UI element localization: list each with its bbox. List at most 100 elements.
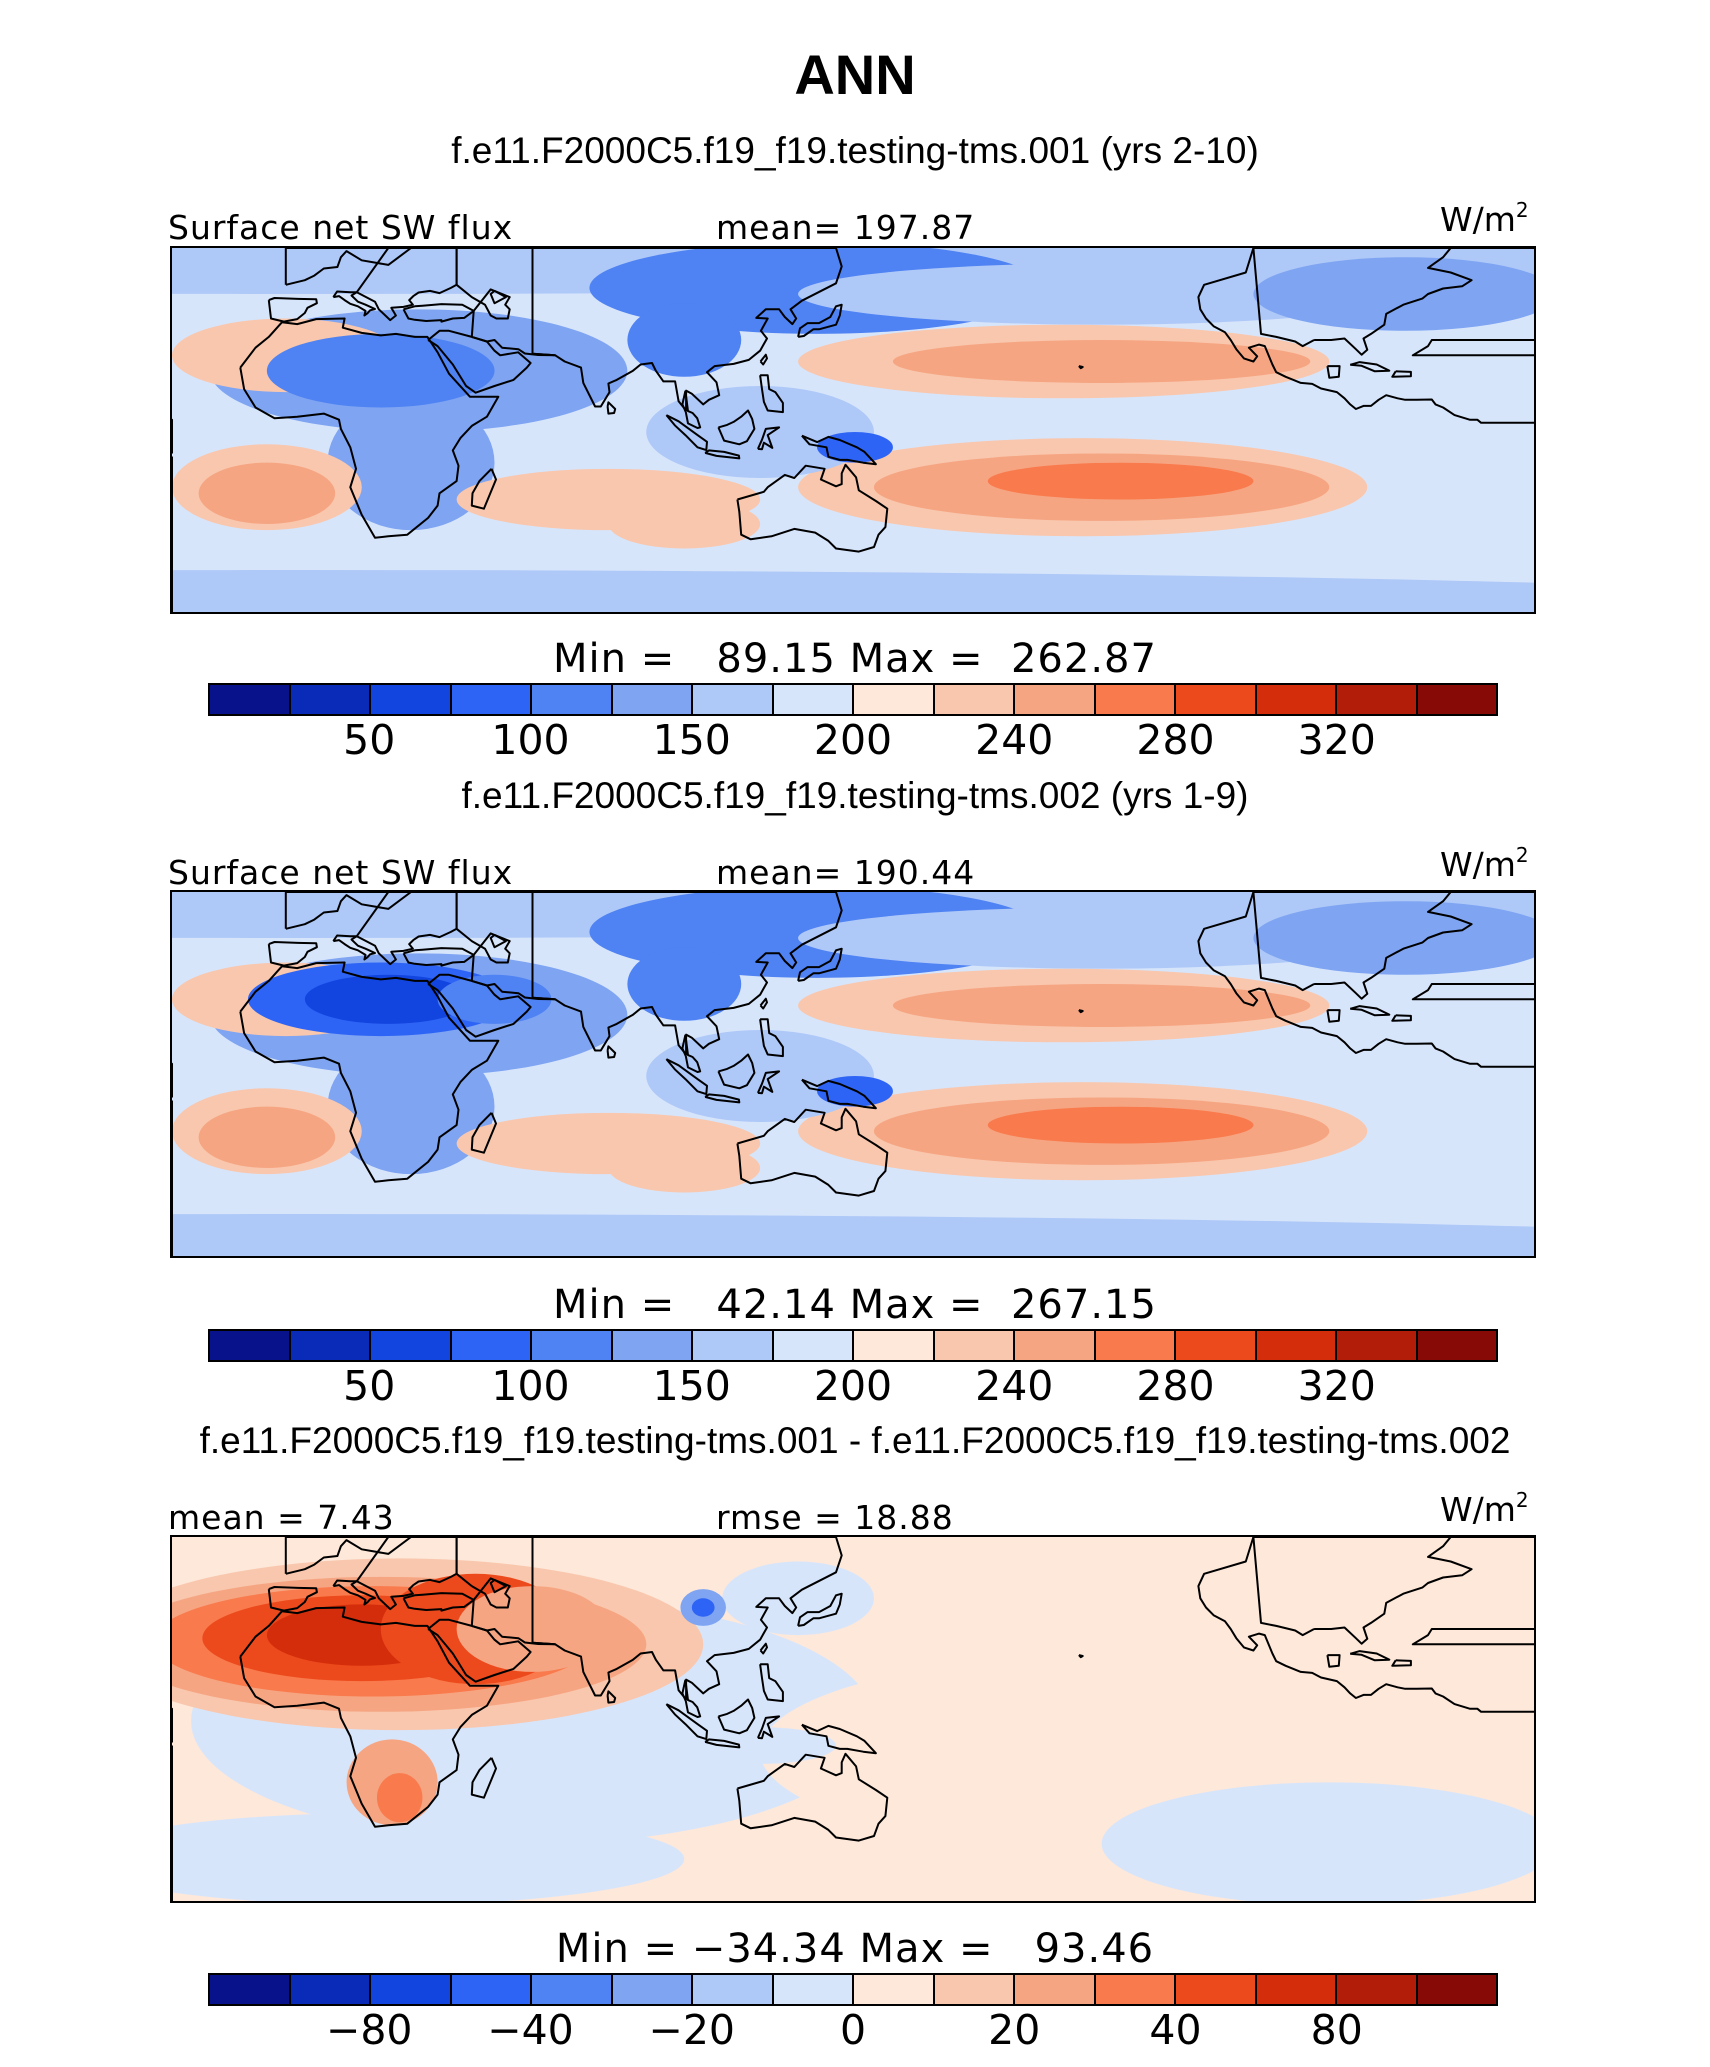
coastline-java — [704, 1738, 741, 1749]
field-contour — [304, 974, 472, 1024]
colorbar-swatch — [532, 685, 613, 714]
coastline-newguinea — [801, 434, 877, 466]
coastline-africa — [239, 317, 500, 539]
panel-2-subtitle: f.e11.F2000C5.f19_f19.testing-tms.002 (y… — [461, 775, 1249, 816]
field-contour — [798, 263, 1406, 325]
coastline-northamerica — [1197, 248, 1534, 424]
colorbar-swatch — [693, 685, 774, 714]
field-contour — [266, 333, 495, 408]
panel-3-minmax: Min = −34.34 Max = 93.46 — [555, 1926, 1155, 1972]
colorbar-swatch — [693, 1331, 774, 1360]
colorbar-swatch — [1337, 685, 1418, 714]
coastline-spain — [267, 941, 318, 967]
field-contour — [892, 340, 1311, 383]
colorbar-tick-label: 20 — [988, 2006, 1041, 2054]
field-contour — [608, 1143, 761, 1193]
colorbar-swatch — [612, 1975, 693, 2004]
panel-2-colorbar — [208, 1329, 1498, 1362]
colorbar-swatch — [1337, 1975, 1418, 2004]
coastline-hawaii — [1078, 365, 1084, 370]
field-contour — [646, 386, 874, 478]
colorbar-swatch — [210, 685, 291, 714]
coastline-sulawesi — [756, 1070, 781, 1095]
coastline-europe — [284, 248, 412, 286]
colorbar-tick-label: 200 — [813, 1362, 893, 1410]
colorbar-swatch — [934, 1975, 1015, 2004]
colorbar-swatch — [1176, 1975, 1257, 2004]
panel-2-map — [170, 890, 1536, 1258]
colorbar-tick-label: 150 — [652, 1362, 731, 1410]
colorbar-tick-label: 100 — [491, 1362, 570, 1410]
field-contour — [775, 1662, 821, 1688]
field-contour — [327, 1039, 495, 1175]
coastline-hawaii — [1078, 1009, 1084, 1014]
colorbar-swatch — [1015, 1331, 1096, 1360]
colorbar-tick-label: 200 — [813, 716, 893, 764]
colorbar-swatch — [1256, 1331, 1337, 1360]
colorbar-tick-label: 50 — [343, 716, 396, 764]
colorbar-swatch — [1417, 685, 1496, 714]
panel-2-units: W/m2 — [1440, 843, 1529, 884]
coastline-europe — [284, 1537, 412, 1575]
figure-title: ANN — [794, 43, 916, 106]
colorbar-tick-label: 240 — [975, 716, 1054, 764]
panel-1-colorbar — [208, 683, 1498, 716]
colorbar-swatch — [532, 1331, 613, 1360]
coastline-sulawesi — [756, 426, 781, 451]
coastline-japan — [797, 947, 843, 982]
colorbar-swatch — [612, 1331, 693, 1360]
panel-3-subtitle: f.e11.F2000C5.f19_f19.testing-tms.001 - … — [199, 1420, 1511, 1461]
coastline-sumatra — [665, 1703, 708, 1741]
coastline-java — [704, 449, 741, 460]
coastline-borneo — [717, 1698, 756, 1735]
coastline-madagascar — [470, 1112, 497, 1154]
coastline-caspian_island — [489, 290, 507, 305]
colorbar-tick-label: 240 — [975, 1362, 1054, 1410]
coastline-italy — [332, 1579, 376, 1606]
colorbar-swatch — [1095, 1975, 1176, 2004]
field-contour — [1253, 257, 1534, 331]
colorbar-tick-label: 50 — [343, 1362, 396, 1410]
field-contour — [892, 984, 1311, 1027]
coastline-srilanka — [606, 401, 617, 415]
colorbar-swatch — [854, 685, 935, 714]
coastline-malaysia — [681, 1679, 702, 1718]
colorbar-swatch — [290, 685, 371, 714]
colorbar-tick-label: 100 — [491, 716, 570, 764]
colorbar-swatch — [1095, 685, 1176, 714]
coastline-cuba — [1349, 1650, 1391, 1662]
coastline-hawaii — [1078, 1654, 1084, 1659]
coastline-madagascar — [470, 1757, 497, 1799]
panel-2-variable-label: Surface net SW flux — [168, 853, 514, 892]
coastline-northatl — [1411, 1628, 1534, 1646]
field-contour — [608, 499, 761, 549]
field-contour — [722, 1561, 874, 1636]
colorbar-swatch — [1176, 685, 1257, 714]
colorbar-swatch — [451, 685, 532, 714]
coastline-australia — [736, 1752, 889, 1842]
colorbar-swatch — [210, 1975, 291, 2004]
panel-3-rmse-label: rmse = 18.88 — [716, 1498, 954, 1537]
colorbar-tick-label: 320 — [1297, 1362, 1376, 1410]
coastline-italy — [332, 290, 376, 317]
field-contour — [172, 1214, 1534, 1256]
coastline-europe — [284, 892, 412, 930]
colorbar-swatch — [290, 1331, 371, 1360]
coastline-philippines — [759, 1663, 784, 1703]
coastline-italy — [332, 934, 376, 961]
coastline-spain — [267, 297, 318, 323]
colorbar-tick-label: 150 — [652, 716, 731, 764]
coastline-arabia — [427, 973, 532, 1038]
coastline-borneo — [717, 1053, 756, 1090]
coastline-malaysia — [681, 390, 702, 429]
field-contour — [1101, 1782, 1534, 1901]
coastline-india — [531, 248, 843, 412]
colorbar-tick-label: 320 — [1297, 716, 1376, 764]
field-contour — [798, 907, 1406, 969]
field-contour — [684, 1727, 836, 1764]
panel-2-minmax: Min = 42.14 Max = 267.15 — [553, 1282, 1157, 1328]
coastline-gulf_closure — [1252, 892, 1473, 1000]
colorbar-swatch — [1417, 1331, 1496, 1360]
coastline-madagascar — [470, 468, 497, 510]
colorbar-swatch — [290, 1975, 371, 2004]
